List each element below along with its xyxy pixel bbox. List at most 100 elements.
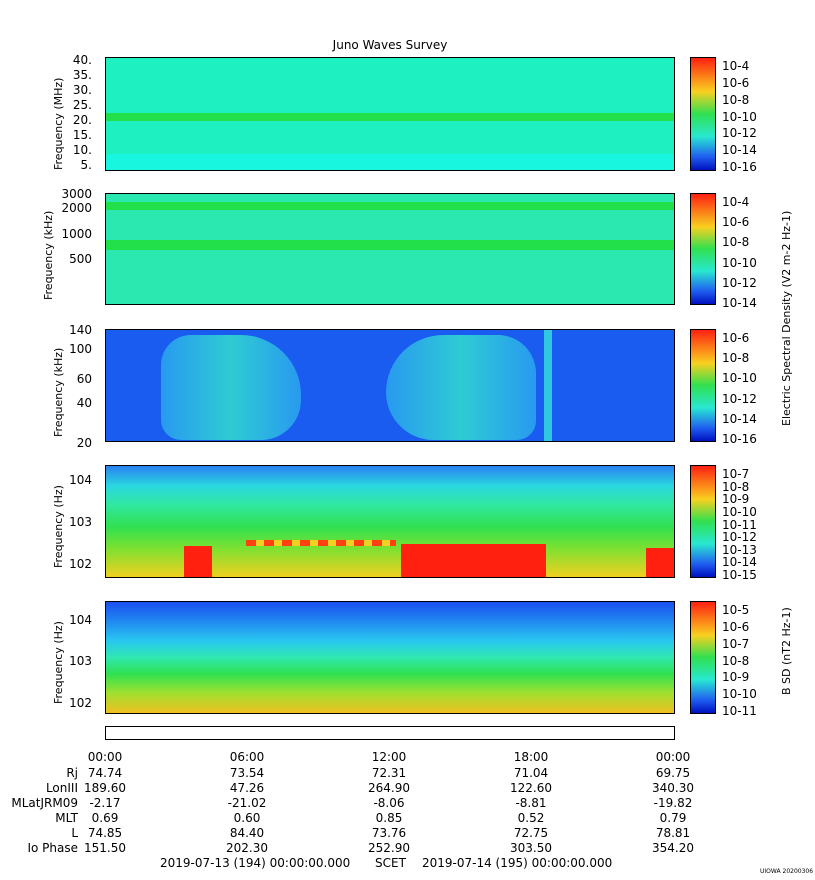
time-tick: 06:00 xyxy=(229,750,265,764)
ytick: 10. xyxy=(72,143,92,157)
colorbar-label-electric: Electric Spectral Density (V2 m-2 Hz-1) xyxy=(780,210,793,426)
ytick: 40. xyxy=(72,53,92,67)
ephemeris-label: Rj xyxy=(66,766,78,780)
ephemeris-value: 84.40 xyxy=(229,826,265,840)
band-2000khz xyxy=(106,202,674,210)
colorbar-tick: 10-8 xyxy=(722,351,750,366)
colorbar-tick: 10-10 xyxy=(722,371,757,386)
colorbar-tick: 10-12 xyxy=(722,530,757,545)
ytick: 5. xyxy=(80,158,92,172)
ytick: 102 xyxy=(69,696,92,710)
ytick: 500 xyxy=(69,252,92,266)
colorbar-2 xyxy=(690,193,716,305)
ephemeris-value: 0.79 xyxy=(659,811,687,825)
ytick: 2000 xyxy=(61,201,92,215)
colorbar-4 xyxy=(690,465,716,578)
colorbar-label-magnetic: B SD (nT2 Hz-1) xyxy=(780,607,793,695)
colorbar-tick: 10-10 xyxy=(722,687,757,702)
time-tick: 00:00 xyxy=(655,750,691,764)
ephemeris-label: MLatJRM09 xyxy=(11,796,78,810)
time-axis-strip xyxy=(105,726,675,740)
colorbar-tick: 10-14 xyxy=(722,143,757,158)
colorbar-tick: 10-11 xyxy=(722,517,757,532)
colorbar-tick: 10-4 xyxy=(722,195,750,209)
uiowa-stamp: UIOWA 20200306 xyxy=(760,868,814,875)
colorbar-tick: 10-5 xyxy=(722,603,750,617)
colorbar-tick: 10-10 xyxy=(722,504,757,519)
colorbar-tick: 10-10 xyxy=(722,255,757,270)
ytick: 20 xyxy=(76,436,92,450)
ephemeris-value: 354.20 xyxy=(652,841,694,855)
red-block-3 xyxy=(646,548,674,577)
ephemeris-value: 74.74 xyxy=(87,766,123,780)
colorbar-tick: 10-8 xyxy=(722,235,750,250)
band-700khz xyxy=(106,240,674,250)
colorbar-tick: 10-7 xyxy=(722,467,750,481)
colorbar-tick: 10-4 xyxy=(722,59,750,73)
ytick: 15. xyxy=(72,128,92,142)
ephemeris-label: L xyxy=(71,826,78,840)
colorbar-tick: 10-6 xyxy=(722,331,750,345)
spectrogram-panel-khz-high xyxy=(105,193,675,305)
colorbar-tick: 10-8 xyxy=(722,653,750,668)
footer-end: 2019-07-14 (195) 00:00:00.000 xyxy=(422,856,613,870)
ytick: 3000 xyxy=(61,187,92,201)
ephemeris-value: 0.69 xyxy=(91,811,119,825)
ephemeris-value: 189.60 xyxy=(84,781,126,795)
band-20mhz xyxy=(106,113,674,121)
ephemeris-value: -19.82 xyxy=(653,796,693,810)
colorbar-tick: 10-16 xyxy=(722,432,757,446)
time-tick: 18:00 xyxy=(513,750,549,764)
colorbar-5 xyxy=(690,601,716,714)
colorbar-tick: 10-12 xyxy=(722,126,757,141)
ytick: 102 xyxy=(69,557,92,571)
colorbar-tick: 10-16 xyxy=(722,160,757,174)
footer-scet: SCET xyxy=(375,856,406,870)
red-block-2 xyxy=(401,544,546,577)
spectrogram-panel-hz-e xyxy=(105,465,675,578)
ytick: 103 xyxy=(69,654,92,668)
ytick: 40 xyxy=(76,396,92,410)
spectrogram-panel-khz-low xyxy=(105,329,675,442)
ephemeris-value: 151.50 xyxy=(84,841,126,855)
ephemeris-value: 303.50 xyxy=(510,841,552,855)
emission-patch-2 xyxy=(386,335,536,440)
red-block-1 xyxy=(184,546,212,577)
ephemeris-label: LonIII xyxy=(45,781,78,795)
ephemeris-value: 73.54 xyxy=(229,766,265,780)
ytick: 30. xyxy=(72,83,92,97)
ephemeris-value: 202.30 xyxy=(226,841,268,855)
ephemeris-value: 122.60 xyxy=(510,781,552,795)
colorbar-tick: 10-15 xyxy=(722,568,757,582)
ytick: 103 xyxy=(69,515,92,529)
ephemeris-value: -8.06 xyxy=(373,796,405,810)
ephemeris-value: -8.81 xyxy=(515,796,547,810)
colorbar-tick: 10-9 xyxy=(722,670,750,685)
ephemeris-value: 72.75 xyxy=(513,826,549,840)
ephemeris-value: 252.90 xyxy=(368,841,410,855)
colorbar-tick: 10-8 xyxy=(722,92,750,107)
ephemeris-value: -21.02 xyxy=(227,796,267,810)
ephemeris-value: 74.85 xyxy=(87,826,123,840)
ytick: 104 xyxy=(69,473,92,487)
colorbar-tick: 10-12 xyxy=(722,391,757,406)
colorbar-1 xyxy=(690,57,716,171)
ephemeris-value: 73.76 xyxy=(371,826,407,840)
ephemeris-value: 340.30 xyxy=(652,781,694,795)
spectrogram-panel-hz-b xyxy=(105,601,675,714)
emission-patch-1 xyxy=(161,335,301,440)
ytick: 60 xyxy=(76,372,92,386)
colorbar-tick: 10-13 xyxy=(722,542,757,557)
ylabel-panel-3: Frequency (kHz) xyxy=(52,347,65,437)
footer-start: 2019-07-13 (194) 00:00:00.000 xyxy=(160,856,351,870)
colorbar-tick: 10-6 xyxy=(722,619,750,634)
ytick: 35. xyxy=(72,68,92,82)
colorbar-tick: 10-11 xyxy=(722,704,757,718)
ephemeris-value: -2.17 xyxy=(89,796,121,810)
ytick: 100 xyxy=(69,342,92,356)
ytick: 1000 xyxy=(61,227,92,241)
ephemeris-value: 71.04 xyxy=(513,766,549,780)
time-tick: 00:00 xyxy=(87,750,123,764)
ephemeris-value: 264.90 xyxy=(368,781,410,795)
ytick: 104 xyxy=(69,613,92,627)
